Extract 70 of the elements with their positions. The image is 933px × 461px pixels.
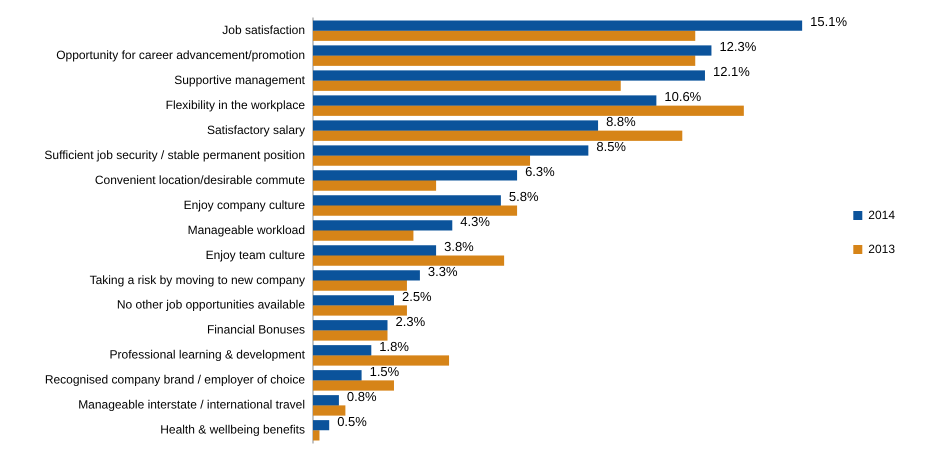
bar [313, 156, 530, 166]
y-tick-label: Flexibility in the workplace [166, 98, 306, 112]
bar [313, 130, 682, 141]
y-tick-label: Recognised company brand / employer of choice [44, 372, 306, 387]
bar [313, 430, 320, 441]
data-label: 2.3% [396, 314, 426, 329]
bar [313, 380, 394, 391]
bar [313, 206, 518, 216]
bar [313, 220, 452, 230]
bar [313, 345, 372, 356]
data-label: 3.3% [428, 264, 458, 279]
bar [313, 330, 388, 341]
bar [313, 180, 436, 191]
data-label: 1.8% [379, 338, 410, 354]
y-tick-label: Supportive management [174, 72, 306, 87]
y-tick-label: Convenient location/desirable commute [94, 172, 306, 187]
bar [313, 106, 744, 116]
bar [313, 320, 388, 330]
bar [313, 20, 802, 31]
y-tick-label: No other job opportunities available [116, 298, 306, 312]
bar [313, 170, 518, 181]
bar [313, 245, 436, 256]
data-label: 6.3% [525, 164, 556, 180]
bar [313, 80, 621, 91]
legend-label: 2014 [868, 208, 896, 222]
bar [313, 255, 504, 266]
bar [313, 120, 598, 131]
data-label: 1.5% [370, 364, 400, 379]
bar [313, 355, 450, 366]
bar [313, 45, 712, 56]
data-label: 3.8% [444, 238, 474, 254]
y-tick-label: Opportunity for career advancement/promotion [56, 48, 305, 62]
legend-label: 2013 [868, 242, 896, 256]
bar [313, 70, 705, 81]
bar [313, 145, 588, 156]
y-tick-label: Satisfactory salary [206, 122, 305, 137]
y-tick-label: Manageable workload [188, 222, 305, 237]
y-tick-label: Financial Bonuses [206, 322, 305, 337]
y-tick-label: Job satisfaction [222, 23, 305, 37]
bar [313, 370, 362, 380]
bar [313, 295, 394, 306]
data-label: 8.8% [606, 114, 636, 130]
y-tick-label: Professional learning & development [110, 348, 306, 362]
bar [313, 405, 346, 416]
bar [313, 30, 696, 41]
y-tick-label: Health & wellbeing benefits [160, 422, 305, 437]
bar [313, 395, 339, 406]
y-tick-label: Sufficient job security / stable permanent position [44, 148, 305, 162]
bar [313, 195, 501, 206]
data-label: 5.8% [508, 188, 539, 204]
y-tick-label: Taking a risk by moving to new company [90, 272, 305, 287]
data-label: 8.5% [596, 139, 626, 154]
data-label: 12.3% [719, 39, 757, 54]
bar [313, 420, 330, 430]
data-label: 0.5% [337, 414, 368, 429]
data-label: 12.1% [712, 64, 750, 80]
data-label: 10.6% [664, 89, 702, 104]
data-label: 15.1% [810, 14, 848, 30]
y-tick-label: Enjoy team culture [206, 248, 306, 262]
bar [313, 95, 656, 106]
y-tick-label: Manageable interstate / international travel [78, 398, 305, 412]
data-label: 0.8% [346, 388, 377, 404]
bar [313, 305, 407, 316]
bar [313, 56, 696, 66]
data-label: 4.3% [460, 214, 490, 229]
data-label: 2.5% [402, 288, 432, 304]
bar [313, 270, 420, 280]
bar [313, 280, 407, 291]
bar [313, 230, 414, 241]
y-tick-label: Enjoy company culture [184, 198, 306, 212]
